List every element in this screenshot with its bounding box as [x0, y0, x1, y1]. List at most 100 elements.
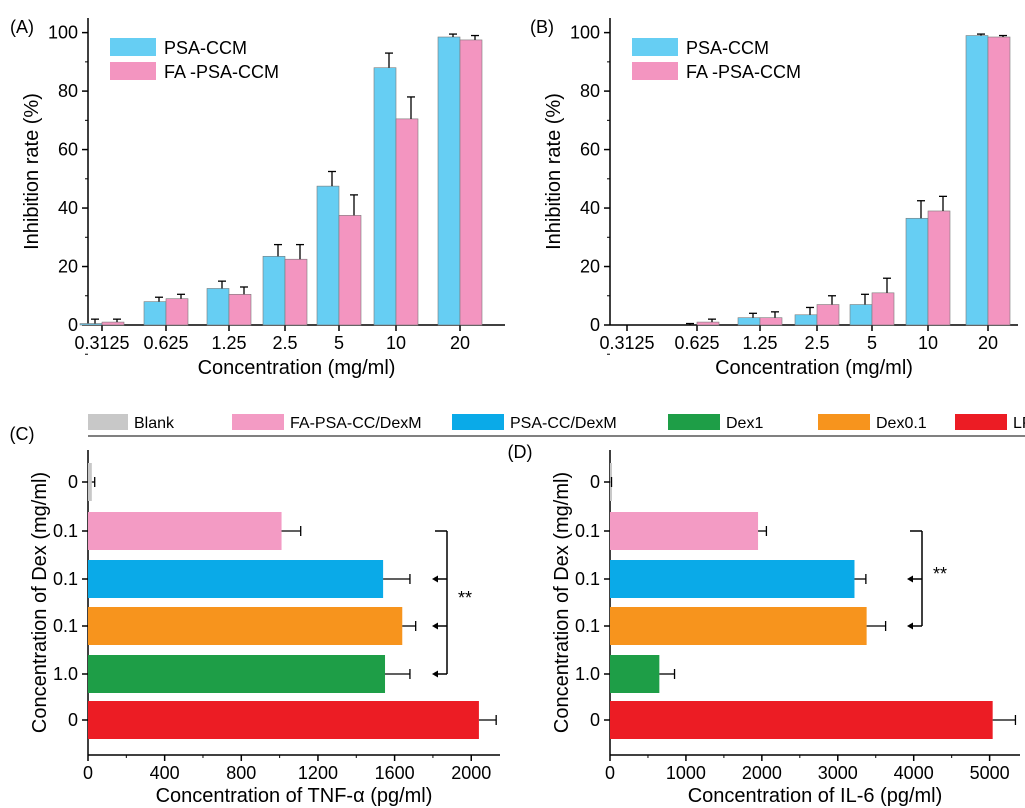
x-tick-label: 4000 — [894, 763, 934, 783]
x-tick-label: 1.25 — [211, 333, 246, 353]
x-tick-label: 0.3125 — [74, 333, 129, 353]
bar-blank — [88, 463, 92, 501]
bar-fa-psa-ccm — [759, 317, 783, 326]
bracket-arrowhead — [907, 575, 913, 583]
legend-label: FA -PSA-CCM — [164, 62, 279, 82]
bar-psa-ccm — [316, 185, 340, 326]
legend-label: Dex0.1 — [876, 415, 927, 432]
bar-fa-psa-ccm — [338, 215, 362, 326]
y-tick-label: 0 — [590, 315, 600, 335]
panel-d: (D) 0 1000 2000 3000 4000 5000 Concentration of… — [508, 442, 1020, 807]
x-tick-label: 0.625 — [674, 333, 719, 353]
legend-label: LPS — [1013, 415, 1025, 432]
bar-psa-ccm — [849, 304, 873, 326]
bar-lps — [610, 701, 993, 739]
x-axis-label: Concentration (mg/ml) — [198, 357, 396, 379]
legend-label: PSA-CCM — [686, 38, 769, 58]
shared-legend: Blank FA-PSA-CC/DexM PSA-CC/DexM Dex1 Dex0.1… — [88, 414, 1025, 437]
x-tick-label: 0 — [83, 763, 93, 783]
bar-psa-ccm — [79, 323, 103, 326]
y-tick-label: 0 — [68, 710, 78, 730]
x-tick-label: 0.3125 — [599, 333, 654, 353]
y-tick-label: 0.1 — [53, 521, 78, 541]
bar-fa-psa-ccm — [816, 304, 840, 326]
y-tick-label: 0.1 — [53, 569, 78, 589]
legend-swatch — [955, 414, 1007, 430]
bar-fa-psa-ccm — [696, 321, 720, 326]
legend-swatch — [110, 62, 156, 80]
panel-label: (B) — [530, 17, 554, 37]
legend-swatch — [110, 38, 156, 56]
bar-dex0-1 — [88, 607, 403, 645]
y-tick-label: 0 — [68, 472, 78, 492]
x-tick-label: 1000 — [666, 763, 706, 783]
y-axis-label: Inhibition rate (%) — [543, 93, 565, 250]
x-tick-label: 1200 — [298, 763, 338, 783]
legend-swatch — [632, 62, 678, 80]
bar-fa-psa-cc-dexm — [610, 512, 759, 550]
bar-psa-ccm — [206, 288, 230, 326]
bracket-arrowhead — [432, 622, 438, 630]
legend-swatch — [632, 38, 678, 56]
legend-label: PSA-CC/DexM — [510, 415, 617, 432]
panel-label: (C) — [10, 424, 35, 444]
panel-a: (A) 0 20 40 60 80 100 Inhibition rate (%) Concen… — [10, 17, 505, 379]
x-axis-label: Concentration (mg/ml) — [715, 357, 913, 379]
y-tick-label: 20 — [58, 257, 78, 277]
legend-label: Dex1 — [726, 415, 763, 432]
x-tick-label: 0 — [605, 763, 615, 783]
bar-fa-psa-ccm — [284, 258, 308, 326]
bar-fa-psa-ccm — [987, 36, 1011, 326]
panel-label: (A) — [10, 17, 34, 37]
bar-lps — [88, 701, 479, 739]
bar-fa-psa-cc-dexm — [88, 512, 282, 550]
x-axis-label: Concentration of IL-6 (pg/ml) — [688, 785, 943, 807]
significance-label: ** — [933, 564, 947, 584]
y-tick-label: 0.1 — [53, 616, 78, 636]
legend-swatch — [668, 414, 720, 430]
y-axis-label: Inhibition rate (%) — [21, 93, 43, 250]
legend-label: PSA-CCM — [164, 38, 247, 58]
y-tick-label: 1.0 — [575, 664, 600, 684]
x-tick-label: 5 — [334, 333, 344, 353]
y-tick-label: 60 — [58, 140, 78, 160]
bar-psa-ccm — [262, 255, 286, 326]
x-tick-label: 20 — [978, 333, 998, 353]
y-axis-label: Concentration of Dex (mg/ml) — [551, 472, 573, 733]
x-tick-label: 1600 — [375, 763, 415, 783]
y-axis-label: Concentration of Dex (mg/ml) — [29, 472, 51, 733]
y-tick-label: 0.1 — [575, 616, 600, 636]
x-tick-label: 1.25 — [742, 333, 777, 353]
y-tick-label: 0 — [590, 472, 600, 492]
x-axis-label: Concentration of TNF-α (pg/ml) — [156, 785, 433, 807]
bracket-arrowhead — [432, 575, 438, 583]
x-tick-label: 0.625 — [143, 333, 188, 353]
x-tick-label: 400 — [150, 763, 180, 783]
y-tick-label: 1.0 — [53, 664, 78, 684]
legend-label: FA-PSA-CC/DexM — [290, 415, 422, 432]
legend-swatch — [232, 414, 284, 430]
y-tick-label: 0 — [590, 710, 600, 730]
bar-psa-ccm — [437, 36, 461, 326]
bar-dex0-1 — [610, 607, 867, 645]
x-tick-label: 5 — [867, 333, 877, 353]
bar-psa-ccm — [965, 35, 989, 326]
x-tick-label: 800 — [226, 763, 256, 783]
y-tick-label: 0 — [68, 315, 78, 335]
bar-psa-ccm — [373, 67, 397, 326]
x-tick-label: 2000 — [742, 763, 782, 783]
bracket-arrowhead — [907, 622, 913, 630]
y-tick-label: 0.1 — [575, 521, 600, 541]
x-tick-label: 2.5 — [804, 333, 829, 353]
x-tick-label: 10 — [386, 333, 406, 353]
bar-fa-psa-ccm — [459, 39, 483, 326]
y-tick-label: 60 — [580, 140, 600, 160]
bar-fa-psa-ccm — [871, 292, 895, 326]
y-tick-label: 40 — [58, 198, 78, 218]
x-tick-label: 3000 — [818, 763, 858, 783]
y-tick-label: 40 — [580, 198, 600, 218]
legend-label: FA -PSA-CCM — [686, 62, 801, 82]
bar-fa-psa-ccm — [165, 298, 189, 326]
y-tick-label: 100 — [48, 23, 78, 43]
